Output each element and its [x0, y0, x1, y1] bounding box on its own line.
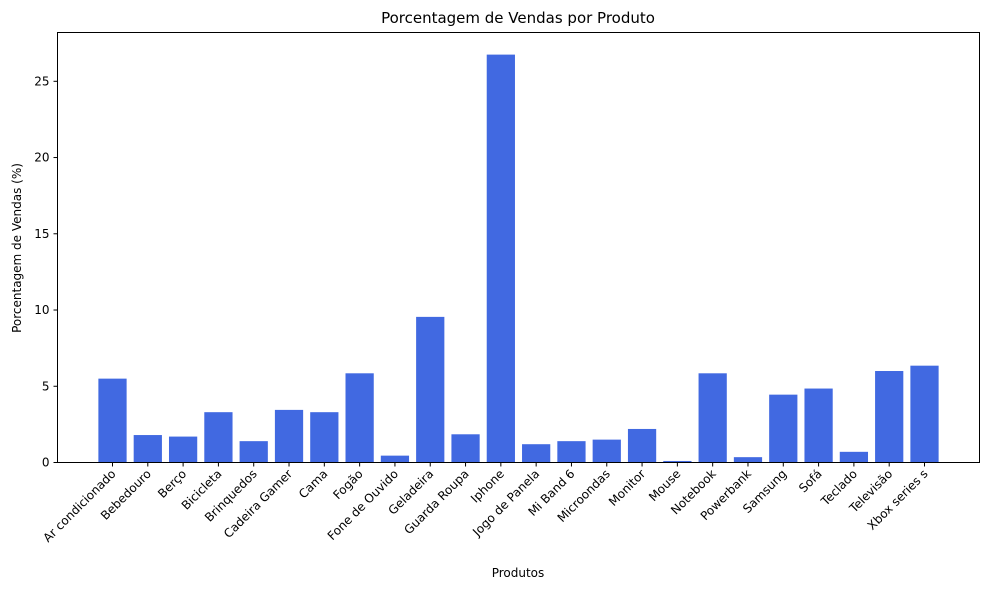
bar — [451, 434, 480, 463]
y-tick-label: 25 — [34, 74, 49, 88]
bar — [769, 394, 798, 463]
x-axis-label: Produtos — [492, 566, 545, 580]
x-tick-label: Guarda Roupa — [401, 467, 471, 537]
bar — [274, 409, 304, 463]
bar — [875, 371, 904, 463]
bar — [168, 436, 198, 463]
bar — [133, 435, 162, 463]
bar — [698, 373, 727, 463]
bar — [804, 388, 833, 463]
bar — [592, 439, 621, 463]
y-tick-label: 0 — [42, 456, 50, 470]
y-tick-label: 10 — [34, 303, 49, 317]
x-tick-label: Cama — [296, 467, 330, 501]
bar — [416, 316, 445, 463]
x-tick-label: Sofá — [796, 467, 825, 496]
bar — [239, 441, 268, 463]
bar — [486, 54, 515, 463]
bars-group — [98, 54, 939, 463]
y-axis-ticks: 0 5 10 15 20 25 — [34, 74, 58, 470]
chart-title: Porcentagem de Vendas por Produto — [381, 9, 655, 27]
x-tick-label: Berço — [155, 467, 189, 501]
x-tick-label: Monitor — [606, 467, 648, 509]
y-tick-label: 20 — [34, 151, 49, 165]
bar — [345, 373, 374, 463]
bar — [522, 444, 551, 463]
bar — [839, 451, 869, 463]
y-tick-label: 5 — [42, 379, 50, 393]
y-tick-label: 15 — [34, 227, 49, 241]
bar — [380, 455, 410, 463]
y-axis-label: Porcentagem de Vendas (%) — [10, 163, 24, 333]
bar — [204, 412, 233, 463]
bar — [310, 412, 339, 463]
bar — [663, 460, 692, 463]
bar — [627, 428, 657, 463]
bar — [733, 457, 763, 463]
bar — [910, 365, 939, 463]
plot-frame — [57, 32, 980, 463]
bar — [98, 378, 127, 463]
bar — [557, 441, 586, 463]
